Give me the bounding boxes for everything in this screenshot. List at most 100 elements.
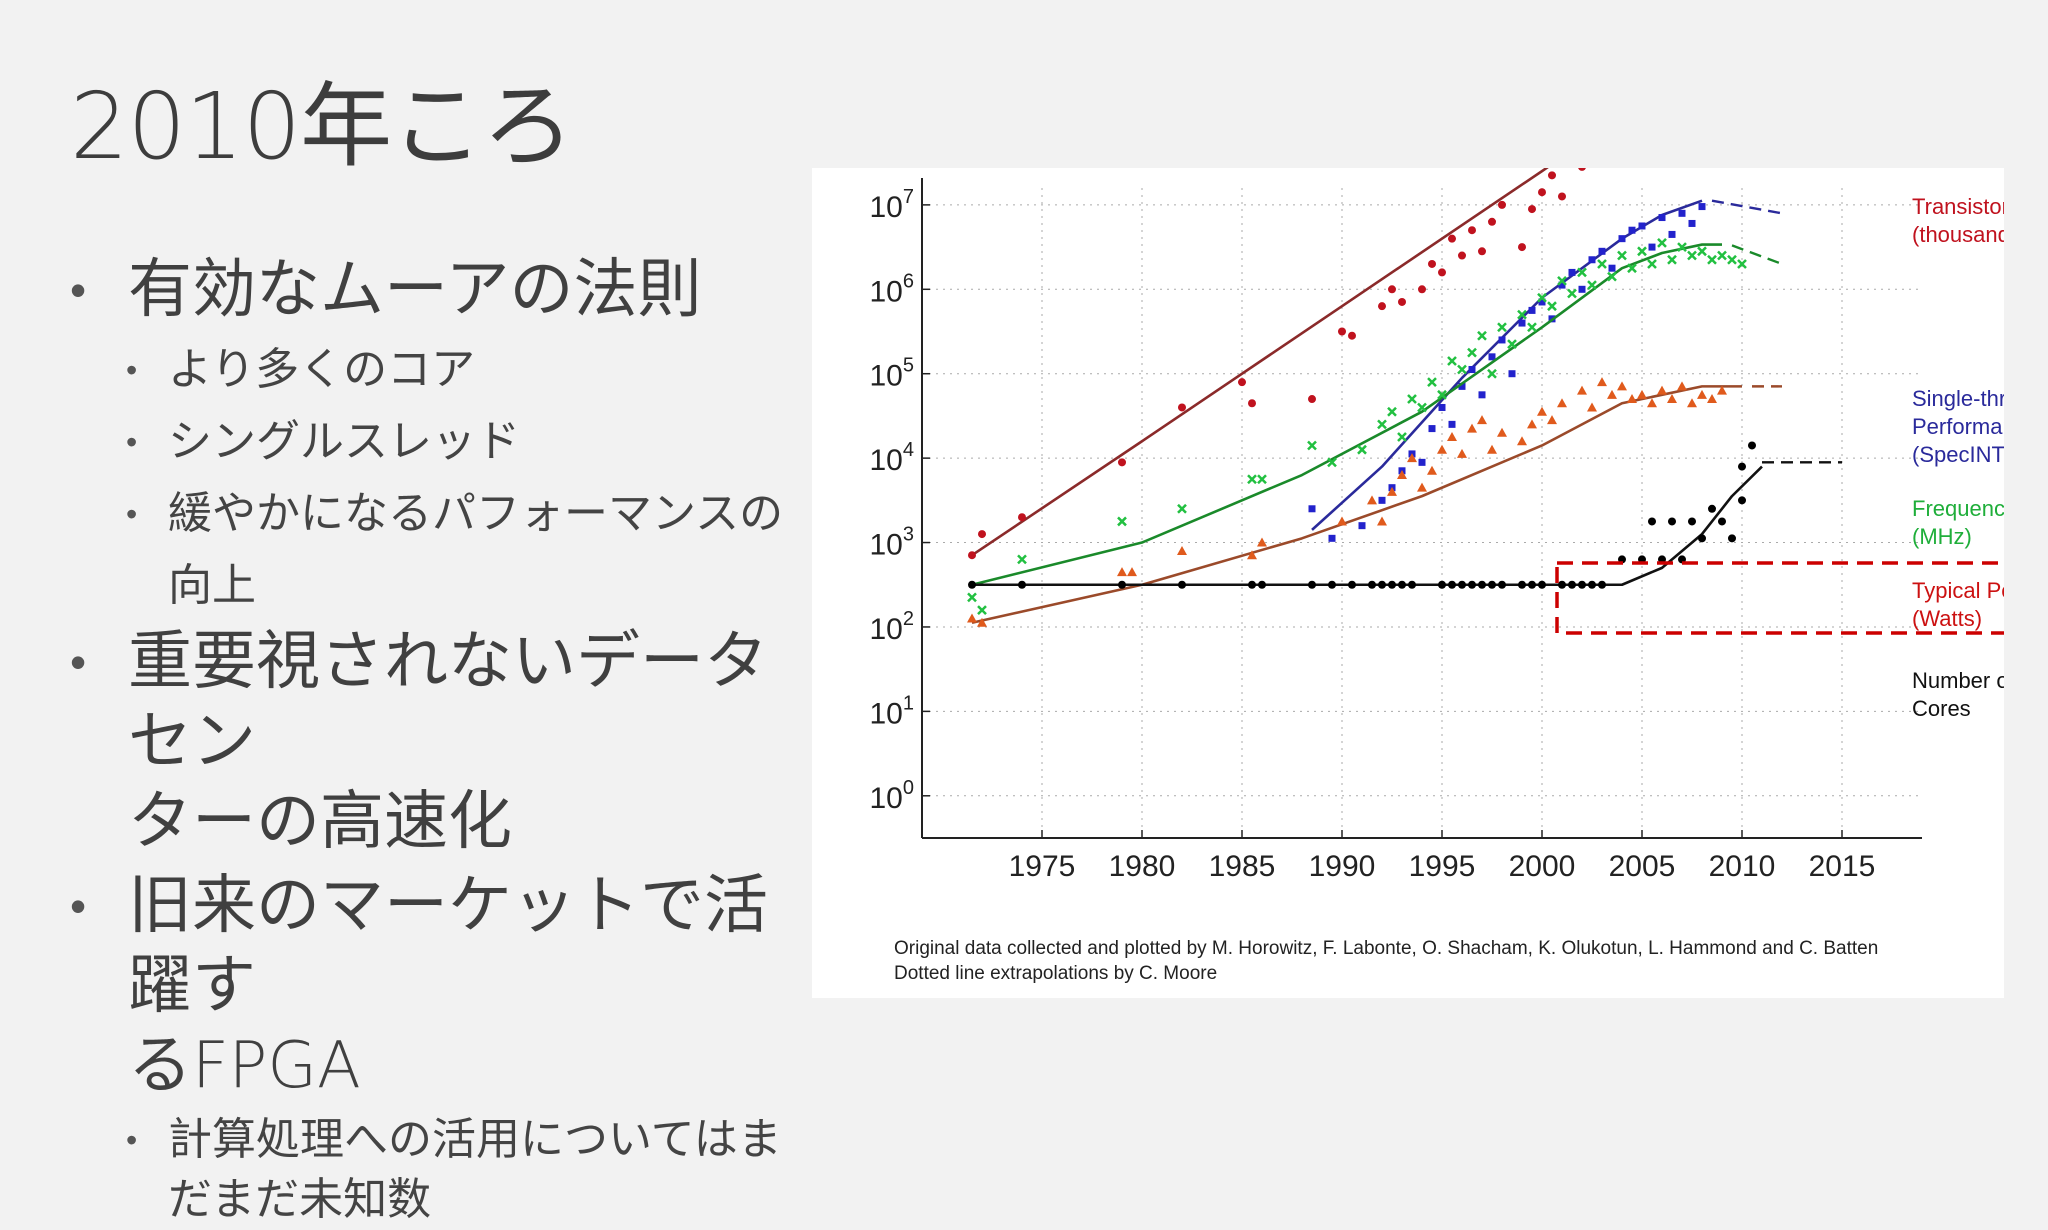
data-point (1117, 567, 1127, 577)
data-point (1468, 580, 1476, 589)
data-point (968, 580, 976, 589)
data-point (1018, 513, 1026, 522)
data-point (1518, 580, 1526, 589)
data-point (1737, 259, 1747, 269)
data-point (1348, 331, 1356, 340)
data-point (1557, 275, 1567, 286)
data-point (1177, 503, 1187, 514)
data-point (1407, 394, 1417, 404)
data-point (1427, 465, 1437, 475)
data-point (1468, 365, 1476, 373)
x-tick-label: 2010 (1709, 850, 1776, 883)
legend-label: Transistors (1912, 194, 2004, 219)
data-point (1588, 580, 1596, 589)
data-point (1487, 368, 1497, 379)
data-point (1118, 458, 1126, 467)
data-point (1547, 301, 1557, 312)
data-point (1648, 517, 1656, 526)
data-point (1497, 427, 1507, 437)
data-point (1427, 377, 1437, 388)
data-point (1247, 474, 1257, 485)
data-point (968, 551, 976, 560)
x-tick-label: 2015 (1809, 850, 1876, 883)
legend-label: Cores (1912, 696, 1971, 721)
data-point (967, 592, 977, 603)
data-point (1378, 496, 1386, 504)
data-point (1388, 285, 1396, 294)
data-point (1667, 394, 1677, 404)
data-point (1308, 505, 1316, 513)
data-point (1597, 377, 1607, 387)
data-point (1177, 545, 1187, 555)
data-point (1307, 440, 1317, 451)
data-point (1627, 263, 1637, 274)
slide-title: 2010年ころ (70, 73, 574, 180)
data-point (1528, 205, 1536, 214)
data-point (1657, 385, 1667, 395)
trend-line (972, 465, 1763, 587)
data-point (1577, 267, 1587, 278)
y-tick-label: 106 (870, 270, 915, 308)
data-point (1738, 462, 1746, 471)
data-point (1437, 389, 1447, 400)
data-point (1638, 222, 1646, 230)
data-point (1417, 402, 1427, 413)
data-point (1377, 419, 1387, 430)
legend-label: Frequency (1912, 496, 2004, 521)
y-tick-label: 102 (870, 608, 915, 646)
data-point (1577, 385, 1587, 395)
y-tick-label: 100 (870, 777, 915, 815)
bullet-fpga: 旧来のマーケットで活躍す るFPGA (70, 866, 810, 1106)
data-point (1628, 226, 1636, 234)
data-point (1687, 398, 1697, 408)
data-point (1587, 402, 1597, 412)
trend-line (971, 385, 1742, 625)
data-point (1248, 580, 1256, 589)
bullet-list: 有効なムーアの法則 より多くのコア シングルスレッド 緩やかになるパフォーマンス… (70, 250, 810, 1230)
data-point (1597, 259, 1607, 269)
data-point (1527, 322, 1537, 333)
bullet-slow-performance: 緩やかになるパフォーマンスの向上 (70, 478, 810, 622)
data-point (1338, 327, 1346, 336)
data-point (1558, 192, 1566, 201)
data-point (1178, 403, 1186, 412)
data-point (1467, 347, 1477, 358)
data-point (1358, 522, 1366, 530)
data-point (1617, 381, 1627, 391)
data-point (1328, 534, 1336, 542)
data-point (1458, 251, 1466, 260)
data-point (1607, 389, 1617, 399)
data-point (1418, 285, 1426, 294)
x-tick-label: 2005 (1609, 850, 1676, 883)
data-point (1627, 394, 1637, 404)
data-point (1527, 419, 1537, 429)
bullet-moores-law: 有効なムーアの法則 (70, 250, 810, 330)
data-point (1637, 246, 1647, 257)
data-point (1568, 580, 1576, 589)
data-point (1707, 254, 1717, 265)
series-2: Frequency (MHz) (967, 237, 2004, 615)
x-tick-label: 1995 (1409, 850, 1476, 883)
data-point (1738, 496, 1746, 505)
data-point (1018, 580, 1026, 589)
chart-credit: Original data collected and plotted by M… (894, 936, 1878, 986)
y-tick-label: 103 (870, 524, 915, 562)
data-point (1308, 580, 1316, 589)
data-point (1487, 444, 1497, 454)
data-point (1558, 580, 1566, 589)
legend-label: (SpecINT) (1912, 442, 2004, 467)
data-point (1498, 336, 1506, 344)
data-point (1727, 254, 1737, 265)
data-point (1647, 259, 1657, 269)
chart-panel: 100 101 102 103 104 105 106 107 1975 1980 1985 1990… (812, 168, 2004, 998)
data-point (1688, 219, 1696, 227)
series-4: Number of Cores (968, 441, 2004, 721)
data-point (1648, 243, 1656, 251)
bullet-fpga-line2: るFPGA (128, 1029, 361, 1103)
data-point (1537, 292, 1547, 303)
data-point (1507, 339, 1517, 350)
data-point (1328, 580, 1336, 589)
data-point (1717, 385, 1727, 395)
data-point (1698, 203, 1706, 211)
data-point (1528, 306, 1536, 314)
